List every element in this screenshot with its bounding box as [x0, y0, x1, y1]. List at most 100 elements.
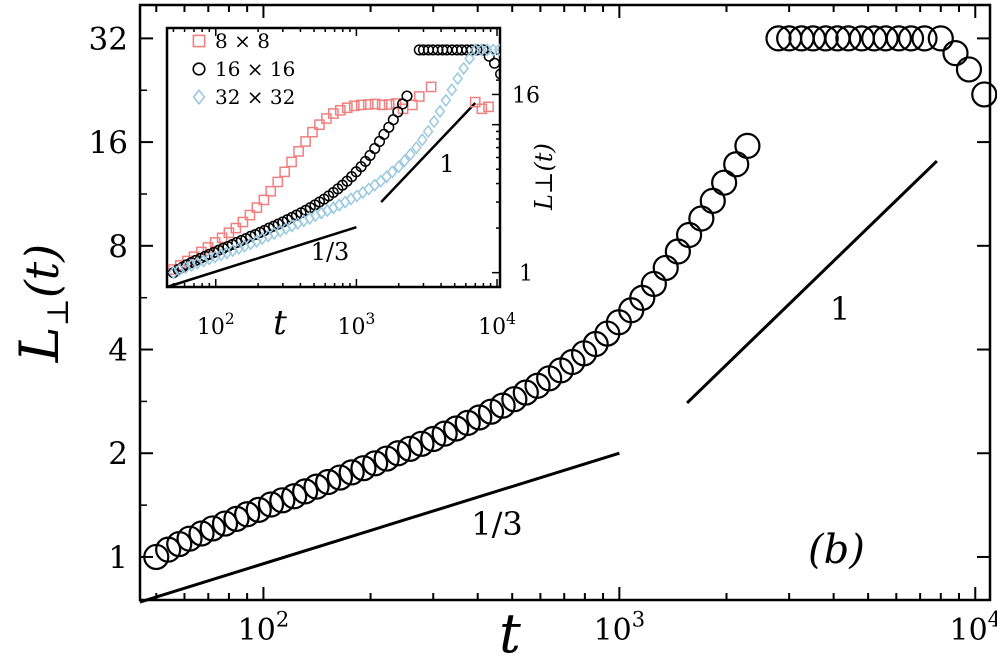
- main-data-point: [234, 501, 261, 528]
- inset-data-point: [488, 57, 500, 69]
- main-guide-line: [686, 159, 938, 404]
- inset-data-point: [286, 156, 297, 168]
- inset-data-point: [401, 90, 413, 102]
- inset-data-point: [237, 216, 249, 228]
- main-y-axis-title: L⊥(t): [8, 244, 76, 363]
- main-data-point: [812, 25, 839, 52]
- main-y-tick-label: 16: [89, 125, 128, 161]
- inset-data-point: [369, 98, 381, 110]
- inset-data-point: [428, 114, 440, 129]
- inset-x-tick-label: 103: [337, 310, 375, 340]
- main-data-point: [664, 238, 691, 265]
- inset-data-point: [383, 99, 395, 110]
- inset-data-point: [493, 43, 500, 57]
- main-data-point: [211, 510, 239, 537]
- inset-data-point: [425, 81, 437, 93]
- inset-data-point: [440, 93, 452, 108]
- inset-data-point: [198, 254, 210, 268]
- inset-data-point: [422, 124, 434, 139]
- main-y-axis-subscript: ⊥: [41, 298, 76, 326]
- main-data-point: [711, 169, 738, 196]
- panel-label: (b): [808, 527, 865, 573]
- main-data-point: [765, 25, 792, 52]
- inset-data-point: [203, 252, 215, 266]
- legend-marker: [192, 62, 206, 76]
- svg-text:L⊥(t): L⊥(t): [8, 244, 76, 363]
- inset-data-point: [335, 104, 346, 116]
- main-data-point: [835, 25, 862, 52]
- inset-data-point: [258, 194, 270, 206]
- main-data-point: [199, 515, 226, 542]
- inset-data-point: [411, 140, 422, 155]
- inset-data-point: [265, 185, 277, 197]
- legend-label: 8 × 8: [215, 29, 270, 53]
- main-data-point: [942, 40, 969, 67]
- inset-data-point: [476, 103, 488, 115]
- inset-y-axis-title: L⊥(t): [530, 143, 558, 211]
- main-data-point: [315, 468, 342, 496]
- inset-guide-line: [380, 102, 477, 203]
- main-x-tick-label: 103: [594, 608, 646, 649]
- main-y-tick-label: 4: [108, 333, 128, 369]
- legend-marker: [192, 34, 206, 48]
- main-y-tick-label: 1: [108, 540, 128, 576]
- inset-data-point: [376, 99, 388, 111]
- main-data-point: [652, 254, 679, 282]
- inset-data-point: [434, 104, 446, 119]
- inset-data-point: [458, 61, 470, 76]
- main-data-point: [245, 496, 272, 523]
- inset-y-axis-label: L⊥(t): [530, 143, 558, 211]
- main-data-point: [955, 56, 983, 83]
- main-data-point: [385, 440, 412, 467]
- inset-x-axis-title: t: [273, 303, 287, 343]
- inset-data-point: [221, 246, 233, 260]
- legend-label: 32 × 32: [215, 85, 295, 109]
- inset-data-point: [362, 99, 374, 110]
- inset-data-point: [328, 108, 339, 119]
- main-y-tick-label: 32: [89, 21, 128, 57]
- main-data-point: [675, 221, 703, 249]
- inset-data-point: [168, 265, 179, 280]
- inset-data-point: [230, 222, 242, 234]
- main-data-point: [688, 205, 715, 232]
- inset-data-point: [393, 159, 405, 174]
- inset-data-point: [416, 133, 428, 147]
- main-data-point: [723, 151, 750, 178]
- main-data-point: [734, 132, 761, 159]
- main-data-point: [257, 491, 285, 518]
- inset-data-point: [300, 136, 311, 147]
- main-y-axis-base: L: [8, 326, 71, 363]
- inset-data-point: [452, 71, 464, 86]
- main-y-tick-label: 8: [108, 229, 128, 265]
- main-data-point: [897, 25, 925, 52]
- main-data-point: [927, 25, 954, 52]
- inset-data-point: [293, 146, 304, 157]
- inset-data-point: [399, 154, 410, 168]
- inset-legend: 8 × 8 16 × 16 32 × 32: [192, 29, 295, 109]
- inset-data-point: [446, 83, 458, 97]
- inset-data-point: [348, 100, 360, 112]
- inset-data-point: [386, 165, 398, 179]
- inset-data-point: [355, 99, 367, 111]
- main-guide-label-slope-third: 1/3: [471, 505, 523, 543]
- inset-data-point: [495, 68, 500, 80]
- legend-marker: [192, 88, 206, 106]
- inset-x-tick-label: 104: [478, 310, 516, 340]
- main-data-point: [454, 409, 481, 436]
- main-data-point: [872, 25, 899, 52]
- inset-data-point: [209, 250, 221, 264]
- main-data-point: [303, 473, 330, 500]
- inset-data-point: [279, 166, 291, 178]
- inset-data-point: [469, 96, 481, 108]
- inset-data-point: [233, 241, 245, 256]
- inset-data-point: [413, 91, 425, 102]
- main-data-point: [188, 520, 215, 547]
- main-data-point: [350, 455, 377, 482]
- inset-data-point: [314, 119, 325, 131]
- inset-data-point: [286, 219, 298, 233]
